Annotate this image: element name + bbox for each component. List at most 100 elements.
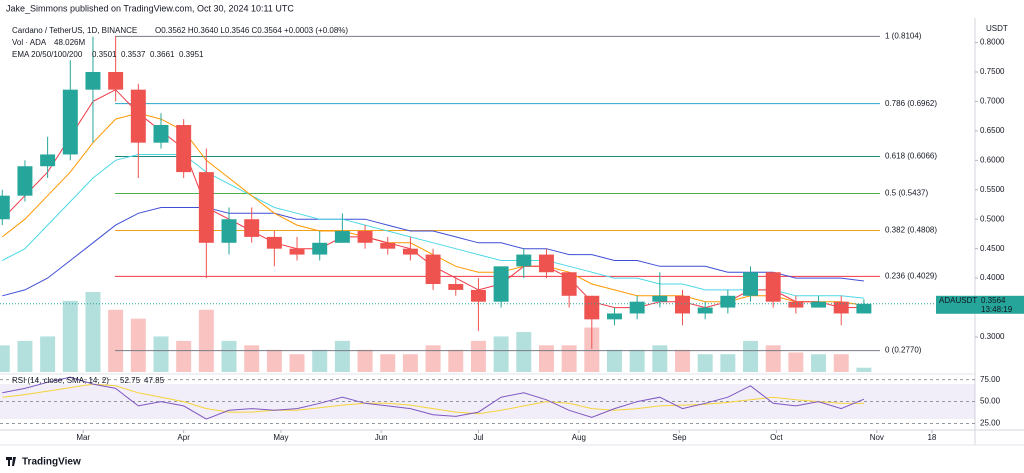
- ohlc-text: O0.3562 H0.3640 L0.3546 C0.3564 +0.0003 …: [155, 26, 348, 35]
- x-tick-label: Apr: [177, 433, 190, 442]
- candle-body: [357, 231, 373, 243]
- volume-bar: [675, 349, 690, 372]
- ema-value: 0.3951: [179, 50, 204, 59]
- candle-body: [606, 313, 622, 320]
- y-tick-label: 0.7000: [980, 97, 1005, 106]
- rsi-sma-line: [2, 383, 864, 415]
- volume-bar: [130, 318, 146, 372]
- volume-bar: [470, 340, 486, 372]
- volume-bar: [62, 300, 78, 372]
- last-price-symbol: ADAUSDT: [939, 296, 977, 305]
- fib-label: 0.5 (0.5437): [885, 189, 928, 198]
- candle-body: [130, 89, 146, 143]
- candle-body: [17, 166, 33, 196]
- volume-bar: [380, 354, 396, 372]
- candle-body: [266, 236, 282, 249]
- volume-bar: [606, 349, 622, 372]
- x-tick-label: Jun: [375, 433, 388, 442]
- candle-body: [198, 172, 214, 243]
- candle-body: [0, 195, 10, 220]
- rsi-tick-label: 50.00: [980, 397, 1001, 406]
- volume-bar: [448, 349, 464, 372]
- candle-body: [85, 72, 101, 90]
- volume-bar: [743, 340, 759, 372]
- rsi-tick-label: 25.00: [980, 419, 1001, 428]
- volume-bar: [198, 309, 214, 372]
- ema-value: 0.3501: [92, 50, 117, 59]
- volume-bar: [538, 345, 554, 372]
- x-tick-label: Sep: [672, 433, 687, 442]
- volume-bar: [221, 340, 237, 372]
- candle-body: [652, 295, 668, 302]
- fib-label: 0.618 (0.6066): [885, 152, 937, 161]
- candle-body: [788, 301, 804, 308]
- candle-body: [40, 154, 56, 167]
- fib-label: 1 (0.8104): [885, 32, 922, 41]
- y-tick-label: 0.5500: [980, 185, 1005, 194]
- volume-bar: [516, 332, 532, 372]
- candle-body: [448, 284, 464, 290]
- ema-value: 0.3537: [121, 50, 146, 59]
- volume-bar: [697, 354, 713, 372]
- fib-label: 0.786 (0.6962): [885, 99, 937, 108]
- candle-body: [470, 289, 486, 302]
- candle-body: [811, 301, 827, 308]
- volume-bar: [652, 345, 668, 372]
- volume-bar: [720, 354, 736, 372]
- candle-body: [538, 254, 554, 273]
- rsi-sma-value: 47.85: [144, 376, 165, 385]
- ema-value: 0.3661: [150, 50, 175, 59]
- x-tick-label: Oct: [770, 433, 783, 442]
- volume-bar: [17, 340, 33, 372]
- candle-body: [153, 125, 169, 143]
- volume-bar: [402, 354, 418, 372]
- x-tick-label: 18: [927, 433, 936, 442]
- y-tick-label: 0.6500: [980, 126, 1005, 135]
- candle-body: [312, 242, 328, 255]
- rsi-value: 52.75: [120, 376, 141, 385]
- volume-bar: [833, 354, 849, 372]
- y-tick-label: 0.7500: [980, 67, 1005, 76]
- ema-line: [2, 207, 864, 297]
- volume-bar: [334, 340, 350, 372]
- volume-bar: [856, 367, 872, 372]
- volume-bar: [176, 340, 192, 372]
- rsi-label: RSI (14, close, SMA, 14, 2): [12, 376, 109, 385]
- unit-label: USDT: [986, 24, 1008, 33]
- candle-body: [743, 272, 759, 296]
- volume-bar: [0, 345, 10, 372]
- volume-bar: [357, 349, 373, 372]
- candle-body: [402, 248, 418, 255]
- publisher: Jake_Simmons published on TradingView.co…: [6, 3, 294, 13]
- candle-body: [697, 307, 713, 314]
- candle-body: [108, 72, 124, 90]
- candle-body: [176, 125, 192, 173]
- y-tick-label: 0.6000: [980, 155, 1005, 164]
- volume-bar: [493, 336, 509, 372]
- candle-body: [289, 248, 305, 255]
- x-tick-label: May: [273, 433, 288, 442]
- volume-bar: [561, 345, 577, 372]
- candle-body: [425, 254, 441, 285]
- candle-body: [584, 295, 600, 320]
- candle-body: [720, 295, 736, 308]
- y-tick-label: 0.3000: [980, 332, 1005, 341]
- volume-bar: [40, 336, 56, 372]
- brand-logo: [6, 457, 16, 466]
- volume-bar: [108, 309, 124, 372]
- candle-body: [221, 219, 237, 243]
- countdown: 13:48:19: [981, 305, 1013, 314]
- volume-bar: [788, 352, 804, 372]
- brand: TradingView: [22, 457, 81, 468]
- ema-label: EMA 20/50/100/200: [12, 50, 83, 59]
- fib-label: 0 (0.2770): [885, 346, 922, 355]
- volume-bar: [811, 354, 827, 372]
- candle-body: [561, 272, 577, 296]
- candle-body: [516, 254, 532, 267]
- ema-line: [2, 154, 864, 299]
- volume-bar: [266, 349, 282, 372]
- last-price-box: [936, 295, 1024, 314]
- fib-label: 0.236 (0.4029): [885, 272, 937, 281]
- volume-bar: [153, 336, 169, 372]
